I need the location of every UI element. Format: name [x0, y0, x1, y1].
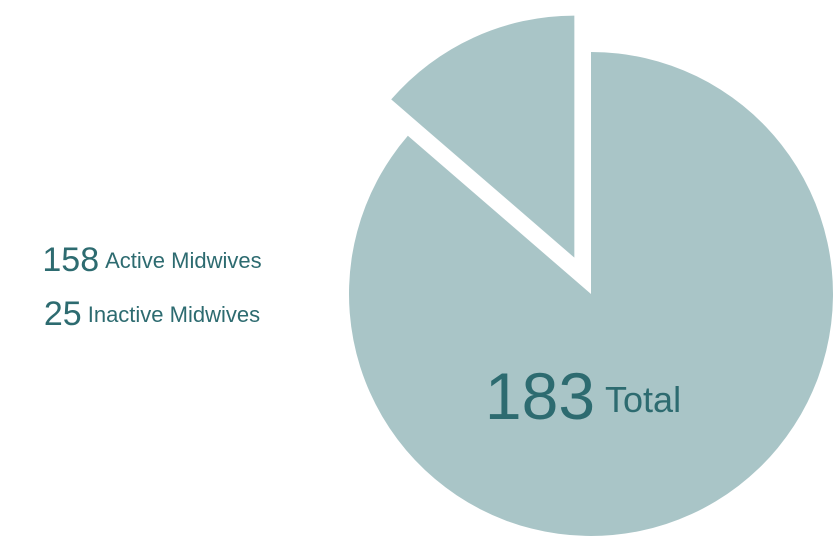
legend-value: 25: [44, 295, 82, 333]
pie-slice: [349, 52, 833, 536]
pie-slice: [391, 15, 575, 258]
legend-value: 158: [42, 241, 99, 279]
legend-label: Active Midwives: [105, 248, 261, 273]
legend-label: Inactive Midwives: [88, 302, 260, 327]
legend-entry: 158 Active Midwives: [42, 241, 261, 279]
total-label: 183 Total: [485, 359, 681, 433]
legend-entry: 25 Inactive Midwives: [44, 295, 260, 333]
total-text: Total: [605, 379, 681, 420]
total-value: 183: [485, 359, 595, 433]
